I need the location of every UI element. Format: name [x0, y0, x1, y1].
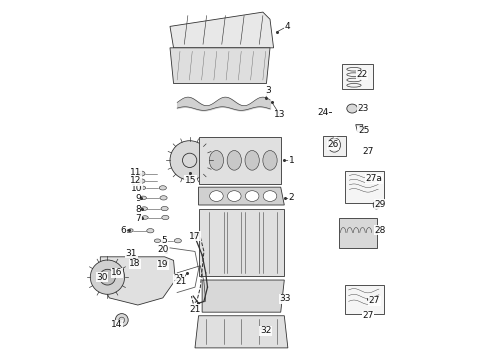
Circle shape — [99, 269, 115, 285]
Text: 12: 12 — [130, 176, 142, 185]
FancyBboxPatch shape — [345, 171, 384, 203]
Text: 23: 23 — [357, 104, 368, 113]
Text: 2: 2 — [289, 193, 294, 202]
Ellipse shape — [142, 216, 148, 219]
Text: 27a: 27a — [365, 175, 382, 184]
Text: 5: 5 — [162, 236, 168, 245]
Text: 22: 22 — [357, 70, 368, 79]
Ellipse shape — [209, 150, 223, 170]
Polygon shape — [356, 125, 363, 132]
Text: 7: 7 — [136, 214, 142, 223]
Text: 14: 14 — [111, 320, 122, 329]
Polygon shape — [195, 316, 288, 348]
Ellipse shape — [245, 191, 259, 202]
Polygon shape — [198, 187, 284, 205]
Circle shape — [170, 141, 209, 180]
Text: 26: 26 — [327, 140, 339, 149]
Polygon shape — [198, 208, 284, 276]
Polygon shape — [170, 48, 270, 84]
Text: 16: 16 — [111, 268, 123, 277]
Text: 8: 8 — [135, 205, 141, 214]
Text: 21: 21 — [173, 274, 185, 283]
Ellipse shape — [127, 229, 133, 233]
Polygon shape — [202, 280, 284, 312]
Text: 21: 21 — [189, 305, 201, 314]
Ellipse shape — [147, 229, 154, 233]
Text: 18: 18 — [129, 260, 141, 269]
Text: 15: 15 — [185, 176, 196, 185]
Ellipse shape — [154, 239, 161, 243]
Text: 30: 30 — [97, 273, 108, 282]
Text: 24: 24 — [317, 108, 328, 117]
Ellipse shape — [210, 191, 223, 202]
Ellipse shape — [160, 196, 167, 200]
Ellipse shape — [162, 215, 169, 220]
Circle shape — [90, 260, 124, 294]
Ellipse shape — [263, 191, 277, 202]
Text: 17: 17 — [189, 232, 200, 241]
Ellipse shape — [263, 150, 277, 170]
Text: 29: 29 — [374, 200, 386, 209]
Text: 11: 11 — [130, 168, 142, 177]
FancyBboxPatch shape — [323, 136, 346, 156]
Text: 21: 21 — [176, 277, 187, 286]
Ellipse shape — [139, 186, 146, 190]
Text: 19: 19 — [157, 260, 169, 269]
Ellipse shape — [140, 196, 147, 200]
Ellipse shape — [138, 171, 145, 176]
Text: 3: 3 — [266, 86, 271, 95]
Ellipse shape — [373, 201, 380, 209]
Ellipse shape — [161, 206, 168, 211]
Text: 13: 13 — [274, 111, 286, 120]
Text: 1: 1 — [289, 156, 294, 165]
Polygon shape — [170, 12, 273, 48]
Ellipse shape — [138, 179, 145, 183]
Text: 9: 9 — [135, 194, 141, 203]
Ellipse shape — [245, 150, 259, 170]
Polygon shape — [198, 137, 281, 184]
Ellipse shape — [174, 239, 181, 243]
Text: 32: 32 — [260, 326, 271, 335]
Text: 25: 25 — [358, 126, 369, 135]
Circle shape — [115, 314, 128, 327]
Text: 31: 31 — [125, 249, 137, 258]
Polygon shape — [339, 217, 377, 248]
Ellipse shape — [159, 186, 167, 190]
Ellipse shape — [227, 150, 242, 170]
Polygon shape — [100, 257, 175, 305]
FancyBboxPatch shape — [345, 285, 384, 314]
Text: 27: 27 — [363, 147, 374, 156]
Text: 27: 27 — [368, 296, 380, 305]
Text: 27: 27 — [363, 311, 374, 320]
Ellipse shape — [141, 207, 147, 210]
Ellipse shape — [227, 191, 241, 202]
Ellipse shape — [347, 104, 358, 113]
Text: 10: 10 — [131, 184, 143, 193]
Text: 4: 4 — [284, 22, 290, 31]
Text: 28: 28 — [374, 225, 386, 234]
Text: 33: 33 — [280, 294, 291, 303]
Text: 6: 6 — [121, 226, 126, 235]
FancyBboxPatch shape — [343, 64, 373, 89]
Text: 20: 20 — [157, 245, 169, 254]
